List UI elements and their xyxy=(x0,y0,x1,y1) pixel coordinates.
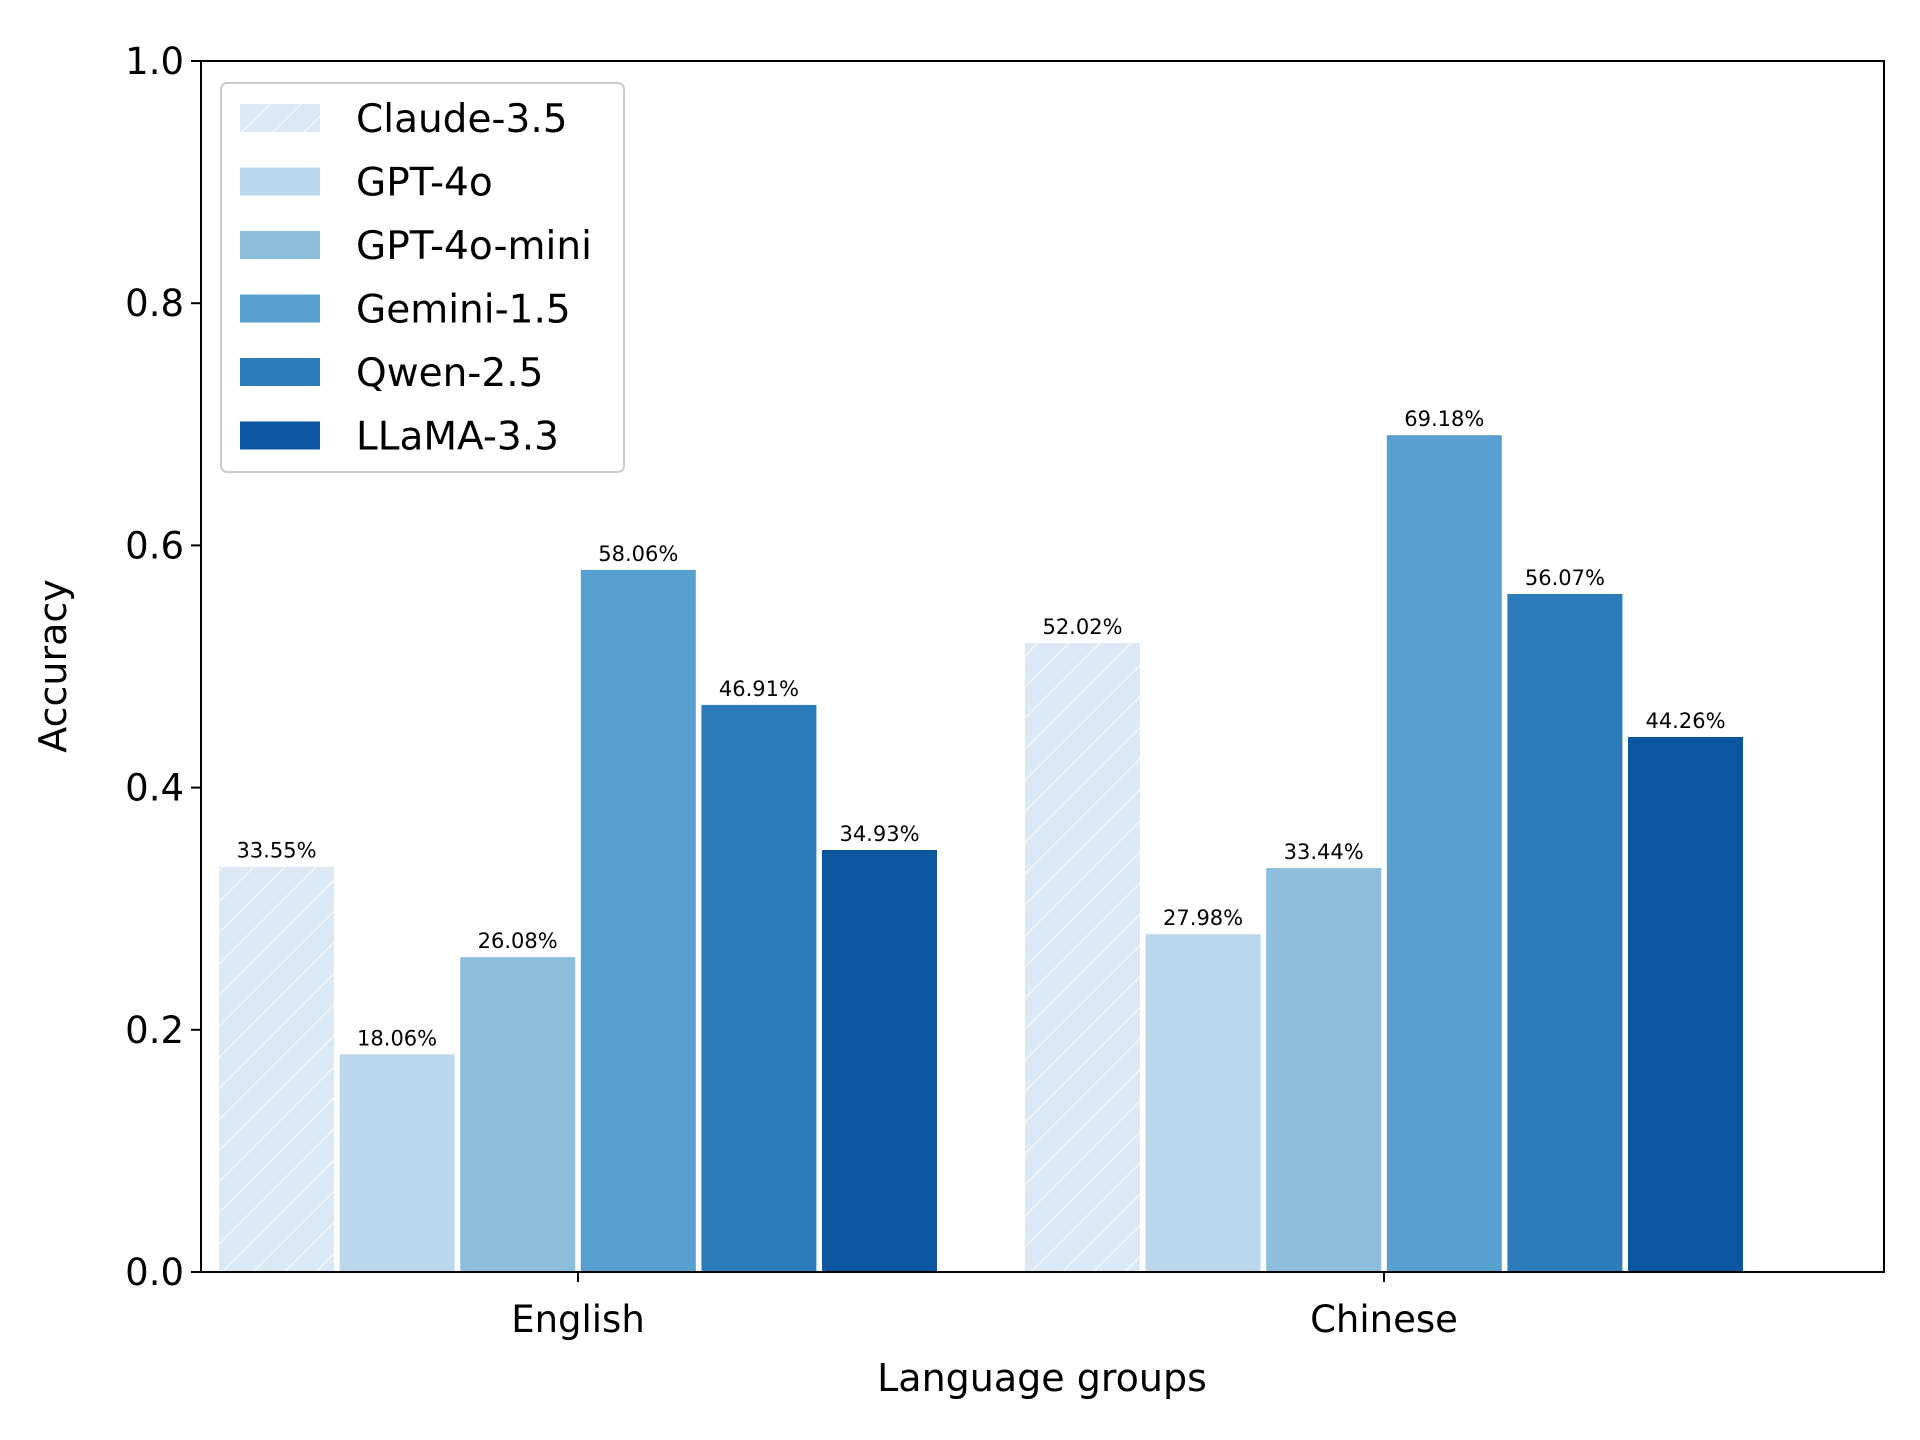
bar-value-label: 52.02% xyxy=(1042,615,1122,639)
legend-swatch-llama-3-3 xyxy=(240,421,320,450)
bar-gemini-1-5-chinese xyxy=(1384,433,1504,1273)
bar-value-label: 69.18% xyxy=(1404,407,1484,431)
y-tick-label: 0.2 xyxy=(125,1009,184,1052)
x-axis-title: Language groups xyxy=(877,1356,1207,1400)
bar-gemini-1-5-english xyxy=(578,567,698,1273)
legend-label-gpt-4o: GPT-4o xyxy=(356,161,493,206)
legend-swatch-gpt-4o xyxy=(240,167,320,196)
legend-swatch-gemini-1-5 xyxy=(240,294,320,323)
bar-hatch-claude-3-5-chinese xyxy=(1024,642,1141,1272)
bar-hatch-claude-3-5-english xyxy=(218,865,335,1272)
bar-llama-3-3-chinese xyxy=(1626,735,1745,1273)
bar-gpt-4o-mini-english xyxy=(458,955,578,1273)
bar-value-label: 44.26% xyxy=(1645,709,1725,733)
bar-value-label: 33.44% xyxy=(1284,840,1364,864)
legend: Claude-3.5 GPT-4o GPT-4o-mini Gemini-1.5 Qwe… xyxy=(220,82,625,473)
bar-qwen-2-5-chinese xyxy=(1505,591,1625,1273)
bar-value-label: 33.55% xyxy=(236,839,316,863)
x-axis: English Chinese xyxy=(511,1272,1458,1341)
y-tick-label: 1.0 xyxy=(125,40,184,83)
y-axis: 0.0 0.2 0.4 0.6 0.8 1.0 xyxy=(125,40,201,1294)
legend-label-gpt-4o-mini: GPT-4o-mini xyxy=(356,224,592,269)
legend-label-claude-3-5: Claude-3.5 xyxy=(356,97,568,142)
bar-gpt-4o-english xyxy=(337,1052,457,1274)
legend-swatch-gpt-4o-mini xyxy=(240,231,320,259)
bar-qwen-2-5-english xyxy=(699,702,819,1273)
bar-value-label: 27.98% xyxy=(1163,906,1243,930)
y-tick-label: 0.6 xyxy=(125,524,184,567)
y-tick-label: 0.8 xyxy=(125,282,184,325)
bar-value-label: 34.93% xyxy=(839,822,919,846)
legend-box xyxy=(220,82,625,473)
legend-swatch-qwen-2-5 xyxy=(240,358,320,386)
bar-value-label: 58.06% xyxy=(598,542,678,566)
plot-frame xyxy=(200,60,1885,1273)
y-tick-label: 0.0 xyxy=(125,1251,184,1294)
bar-value-label: 46.91% xyxy=(719,677,799,701)
y-tick-label: 0.4 xyxy=(125,767,184,810)
bar-value-label: 18.06% xyxy=(357,1026,437,1050)
bar-value-label: 56.07% xyxy=(1525,566,1605,590)
x-tick-label-chinese: Chinese xyxy=(1310,1298,1458,1341)
bar-value-labels: 33.55% 18.06% 26.08% 58.06% 46.91% 34.93% 52.0… xyxy=(236,407,1725,1050)
bar-gpt-4o-chinese xyxy=(1143,932,1263,1273)
y-axis-title: Accuracy xyxy=(31,579,75,753)
bars xyxy=(217,433,1745,1274)
legend-label-gemini-1-5: Gemini-1.5 xyxy=(356,288,571,333)
x-tick-label-english: English xyxy=(511,1298,645,1341)
legend-swatch-hatch xyxy=(240,104,320,132)
bar-llama-3-3-english xyxy=(820,847,939,1273)
legend-label-llama-3-3: LLaMA-3.3 xyxy=(356,415,559,460)
bar-value-label: 26.08% xyxy=(478,929,558,953)
bar-gpt-4o-mini-chinese xyxy=(1264,866,1384,1274)
legend-label-qwen-2-5: Qwen-2.5 xyxy=(356,351,543,396)
